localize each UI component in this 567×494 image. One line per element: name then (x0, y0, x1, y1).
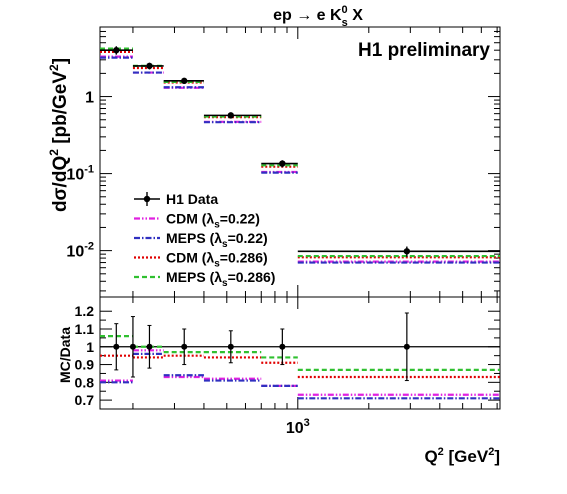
legend-label: CDM (λs=0.286) (166, 250, 268, 270)
y-tick-label: 10-2 (66, 241, 94, 261)
top-y-axis-title: dσ/dQ2 [pb/GeV2] (47, 58, 71, 212)
top-panel-plot: 10-2 10-1 1 (66, 26, 500, 292)
ratio-y-tick-label: 1.2 (75, 303, 95, 319)
ratio-data-point (227, 330, 234, 364)
legend-entry: H1 Data (134, 191, 218, 207)
ratio-data-point (146, 324, 153, 369)
legend-entry: MEPS (λs=0.286) (134, 269, 275, 289)
data-point (163, 77, 204, 85)
h1-preliminary-label: H1 preliminary (358, 40, 490, 61)
ratio-data-point (129, 316, 136, 378)
x-axis-title: Q2 [GeV2] (424, 446, 500, 466)
svg-text:MC/Data: MC/Data (57, 327, 73, 383)
ratio-y-tick-label: 0.7 (75, 392, 95, 408)
legend-label: H1 Data (166, 191, 218, 207)
ratio-data-point (181, 328, 188, 366)
data-point (261, 160, 298, 168)
legend-label: CDM (λs=0.22) (166, 211, 260, 231)
ratio-y-tick-label: 0.9 (75, 357, 95, 373)
x-tick-label: 103 (286, 417, 310, 437)
legend-label: MEPS (λs=0.286) (166, 269, 275, 289)
y-tick-label: 10-1 (66, 164, 94, 184)
ratio-data-point (403, 312, 410, 382)
ratio-y-tick-label: 0.8 (75, 374, 95, 390)
bottom-y-axis-title: MC/Data (57, 327, 73, 383)
ratio-y-tick-label: 1 (86, 339, 94, 355)
legend-entry: CDM (λs=0.22) (134, 211, 260, 231)
ratio-data-point (279, 328, 286, 366)
legend-entry: CDM (λs=0.286) (134, 250, 268, 270)
chart-title: ep → e K0 s X (273, 4, 363, 29)
legend-label: MEPS (λs=0.22) (166, 230, 268, 250)
data-point (203, 112, 262, 119)
legend-entry: MEPS (λs=0.22) (134, 230, 268, 250)
data-point (297, 246, 500, 257)
y-tick-label: 1 (85, 90, 94, 107)
legend: H1 Data CDM (λs=0.22)MEPS (λs=0.22)CDM (λ… (134, 191, 275, 289)
bottom-panel-frame (99, 296, 501, 410)
ratio-y-tick-label: 1.1 (75, 321, 95, 337)
svg-text:dσ/dQ2 [pb/GeV2]: dσ/dQ2 [pb/GeV2] (47, 58, 71, 212)
ratio-data-point (113, 323, 120, 371)
bottom-panel-plot: 103 0.7 0.80.9 1 1.1 1.2 (75, 27, 500, 437)
data-point (100, 46, 133, 55)
data-point (132, 62, 164, 70)
